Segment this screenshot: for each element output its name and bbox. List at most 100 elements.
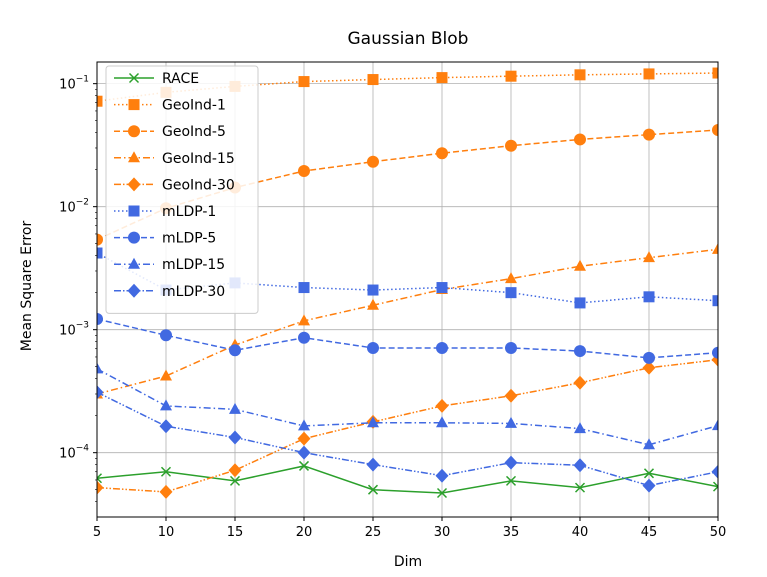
series-mldp-5: [97, 313, 718, 364]
legend-marker-race: [128, 72, 140, 84]
data-point-mldp-30: [366, 457, 380, 472]
data-point-mldp-5: [97, 313, 103, 326]
legend-label: GeoInd-5: [162, 124, 226, 140]
data-point-race: [298, 460, 310, 471]
legend-marker-mldp-5: [128, 231, 140, 244]
x-tick-label: 35: [503, 525, 520, 540]
legend-marker-geoind-1: [128, 99, 140, 111]
data-point-geoind-1: [436, 72, 448, 84]
data-point-geoind-1: [298, 76, 310, 88]
data-point-mldp-1: [436, 282, 448, 294]
legend-entry-mldp-15: mLDP-15: [114, 257, 225, 273]
data-point-mldp-1: [97, 247, 103, 259]
data-point-geoind-5: [97, 233, 103, 246]
data-point-mldp-5: [574, 345, 586, 358]
series-line-geoind-30: [97, 358, 718, 493]
x-tick-label: 10: [158, 525, 175, 540]
legend-label: mLDP-30: [162, 284, 225, 300]
data-point-geoind-30: [642, 360, 656, 375]
data-point-mldp-30: [228, 430, 242, 445]
legend-label: RACE: [162, 71, 199, 87]
legend-label: GeoInd-15: [162, 151, 235, 167]
data-point-race: [97, 473, 103, 484]
data-point-mldp-30: [573, 458, 587, 473]
y-tick-label: 10−4: [59, 444, 89, 462]
data-point-mldp-5: [643, 351, 655, 364]
x-axis-label: Dim: [394, 554, 422, 570]
legend-marker-mldp-15: [128, 257, 140, 269]
legend-marker-geoind-15: [128, 151, 140, 163]
data-point-mldp-15: [160, 399, 172, 411]
data-point-geoind-15: [298, 314, 310, 326]
series-line-mldp-15: [97, 368, 718, 446]
data-point-mldp-15: [436, 416, 448, 428]
legend: RACE GeoInd-1 GeoInd-5 GeoInd-15 GeoInd-30 mL…: [105, 65, 259, 314]
legend-label: mLDP-5: [162, 231, 216, 247]
data-point-geoind-5: [298, 164, 310, 177]
data-point-mldp-30: [642, 478, 656, 493]
data-point-mldp-30: [297, 445, 311, 460]
data-point-mldp-15: [505, 416, 517, 428]
data-point-race: [367, 484, 379, 495]
data-point-geoind-30: [435, 398, 449, 413]
data-point-geoind-15: [505, 272, 517, 284]
data-point-geoind-30: [228, 463, 242, 478]
data-point-race: [229, 475, 241, 486]
data-point-geoind-5: [643, 128, 655, 141]
data-point-geoind-1: [97, 95, 103, 107]
data-point-geoind-5: [505, 139, 517, 152]
plot-frame: [96, 61, 719, 518]
data-point-geoind-30: [504, 388, 518, 403]
data-point-mldp-15: [643, 438, 655, 450]
data-point-geoind-1: [367, 74, 379, 86]
data-point-mldp-1: [574, 297, 586, 309]
chart-title: Gaussian Blob: [348, 29, 469, 49]
legend-marker-mldp-30: [127, 283, 141, 298]
series-line-mldp-5: [97, 318, 718, 359]
y-axis-label: Mean Square Error: [19, 221, 35, 352]
data-point-mldp-5: [712, 346, 718, 359]
series-mldp-15: [97, 362, 718, 450]
data-point-geoind-30: [573, 375, 587, 390]
data-point-mldp-30: [97, 385, 104, 400]
data-point-mldp-1: [712, 295, 718, 307]
data-point-geoind-1: [643, 68, 655, 80]
data-point-mldp-15: [97, 362, 103, 374]
x-tick-label: 40: [572, 525, 589, 540]
data-point-mldp-5: [367, 341, 379, 354]
x-tick-label: 15: [227, 525, 244, 540]
data-point-mldp-1: [367, 284, 379, 296]
x-tick-label: 30: [434, 525, 451, 540]
legend-label: mLDP-1: [162, 204, 216, 220]
legend-entry-mldp-5: mLDP-5: [114, 231, 216, 247]
x-tick-label: 20: [296, 525, 313, 540]
data-point-mldp-5: [298, 331, 310, 344]
data-point-race: [505, 475, 517, 486]
x-tick-label: 25: [365, 525, 382, 540]
data-point-geoind-15: [574, 259, 586, 271]
data-point-mldp-30: [711, 464, 718, 479]
data-point-mldp-15: [298, 419, 310, 431]
legend-entry-geoind-5: GeoInd-5: [114, 124, 226, 140]
data-point-geoind-5: [436, 147, 448, 160]
legend-label: mLDP-15: [162, 257, 225, 273]
data-point-geoind-15: [712, 242, 718, 254]
data-point-geoind-1: [712, 67, 718, 79]
data-point-geoind-5: [712, 124, 718, 137]
legend-box: [105, 65, 259, 314]
data-point-mldp-30: [159, 419, 173, 434]
legend-entry-geoind-15: GeoInd-15: [114, 151, 235, 167]
data-point-mldp-15: [229, 402, 241, 414]
data-point-geoind-15: [160, 369, 172, 381]
legend-marker-geoind-5: [128, 125, 140, 138]
data-point-mldp-5: [229, 344, 241, 357]
data-point-mldp-5: [436, 341, 448, 354]
data-point-geoind-30: [297, 431, 311, 446]
legend-entry-mldp-1: mLDP-1: [114, 204, 216, 220]
series-line-mldp-30: [97, 391, 718, 487]
data-point-race: [712, 481, 718, 492]
data-point-mldp-5: [505, 341, 517, 354]
x-tick-label: 5: [93, 525, 101, 540]
data-point-race: [436, 487, 448, 499]
